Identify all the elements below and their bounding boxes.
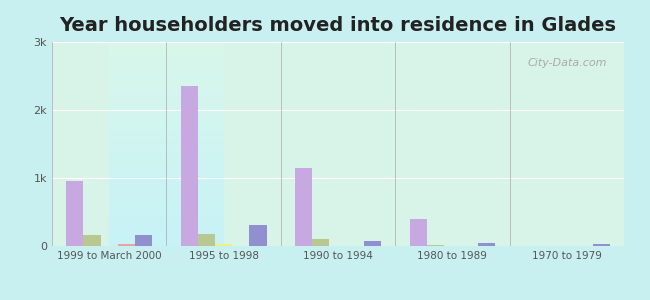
- Bar: [118, 244, 135, 246]
- Bar: [66, 182, 83, 246]
- Bar: [312, 239, 330, 246]
- Text: City-Data.com: City-Data.com: [527, 58, 607, 68]
- Bar: [364, 241, 381, 246]
- Bar: [135, 235, 152, 246]
- Bar: [478, 243, 495, 246]
- Bar: [295, 168, 312, 246]
- Title: Year householders moved into residence in Glades: Year householders moved into residence i…: [60, 16, 616, 35]
- Bar: [250, 225, 266, 246]
- Bar: [215, 244, 232, 246]
- Bar: [593, 244, 610, 246]
- Bar: [181, 86, 198, 246]
- Bar: [198, 234, 215, 246]
- Bar: [410, 219, 426, 246]
- Bar: [83, 236, 101, 246]
- Bar: [426, 245, 444, 246]
